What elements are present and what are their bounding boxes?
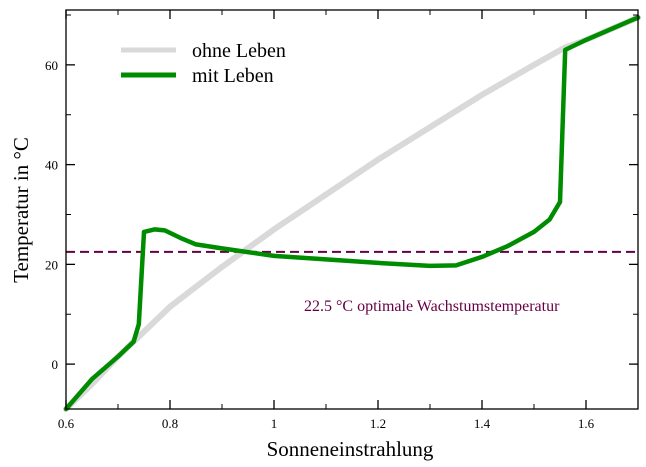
legend-label-ohne-leben: ohne Leben	[192, 40, 286, 62]
x-tick-label: 1.4	[474, 416, 491, 431]
y-tick-label: 0	[52, 357, 59, 372]
reference-line-label: 22.5 °C optimale Wachstumstemperatur	[304, 298, 560, 315]
x-tick-label: 1.2	[370, 416, 386, 431]
y-tick-label: 20	[45, 257, 58, 272]
x-tick-label: 1.6	[578, 416, 595, 431]
legend: ohne Leben mit Leben	[121, 40, 286, 87]
y-tick-label: 60	[45, 58, 58, 73]
x-tick-label: 0.8	[162, 416, 178, 431]
x-tick-label: 1	[271, 416, 278, 431]
x-axis-label: Sonneneinstrahlung	[267, 437, 434, 461]
series-line-mit-leben	[63, 15, 641, 412]
legend-label-mit-leben: mit Leben	[192, 65, 274, 87]
plot-frame	[65, 9, 639, 410]
y-axis-label: Temperatur in °C	[9, 137, 33, 283]
x-tick-label: 0.6	[58, 416, 75, 431]
plot-area	[66, 10, 638, 409]
y-tick-label: 40	[45, 158, 58, 173]
